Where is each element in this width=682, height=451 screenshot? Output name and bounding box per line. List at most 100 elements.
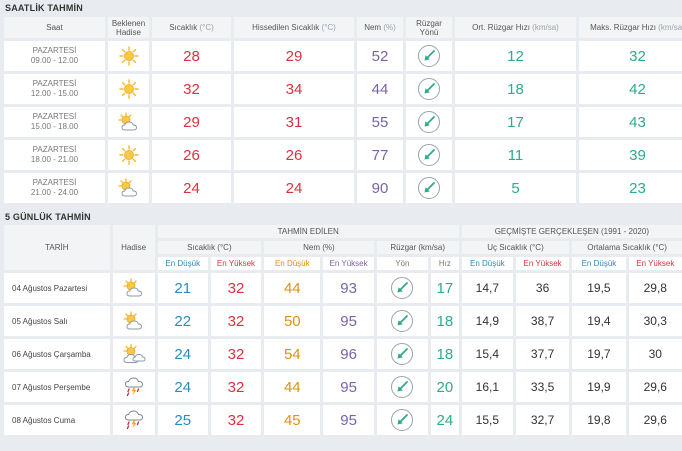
hourly-humidity: 90 (357, 173, 403, 203)
hourly-max-wind: 42 (579, 74, 682, 104)
sun-icon (108, 45, 149, 67)
hourly-feels: 29 (234, 41, 354, 71)
hourly-time-range: 12.00 - 15.00 (30, 89, 79, 98)
daily-forecast-section: 5 GÜNLÜK TAHMİN TARİH Hadise TAHMİN EDİL… (0, 210, 682, 438)
daily-average-high: 30 (628, 339, 682, 369)
hourly-humidity: 55 (357, 107, 403, 137)
daily-wind-speed: 18 (430, 339, 459, 369)
sub-extreme-high: En Yüksek (515, 257, 570, 270)
daily-humidity-low: 44 (264, 372, 321, 402)
header-forecast: TAHMİN EDİLEN (157, 225, 459, 238)
header-daily-humidity: Nem (%) (264, 241, 374, 254)
daily-section-title: 5 GÜNLÜK TAHMİN (5, 212, 91, 222)
header-max-wind: Maks. Rüzgar Hızı (km/sa) (579, 17, 682, 38)
daily-wind-dir-cell (376, 306, 428, 336)
daily-humidity-low: 44 (264, 273, 321, 303)
header-time: Saat (4, 17, 105, 38)
daily-event-cell (112, 405, 155, 435)
header-wind-dir: Rüzgar Yönü (406, 17, 452, 38)
sub-average-low: En Düşük (572, 257, 626, 270)
daily-humidity-high: 95 (323, 306, 374, 336)
hourly-temp: 24 (152, 173, 231, 203)
wind-direction-arrow-icon (391, 310, 414, 332)
partly-cloudy-icon (113, 277, 155, 299)
partly-cloudy-icon (108, 111, 149, 133)
hourly-section-title: SAATLİK TAHMİN (5, 3, 83, 13)
sub-temp-low: En Düşük (157, 257, 208, 270)
daily-event-cell (112, 306, 155, 336)
hourly-max-wind: 39 (579, 140, 682, 170)
hourly-event-cell (108, 41, 149, 71)
daily-temp-high: 32 (210, 372, 262, 402)
daily-temp-low: 21 (157, 273, 208, 303)
sub-humidity-high: En Yüksek (323, 257, 374, 270)
daily-extreme-high: 33,5 (515, 372, 570, 402)
hourly-wind-dir-cell (406, 74, 452, 104)
hourly-humidity: 44 (357, 74, 403, 104)
daily-average-high: 30,3 (628, 306, 682, 336)
hourly-humidity: 77 (357, 140, 403, 170)
wind-direction-arrow-icon (391, 409, 414, 431)
daily-extreme-high: 36 (515, 273, 570, 303)
daily-date: 08 Ağustos Cuma (4, 405, 110, 435)
sub-humidity-low: En Düşük (264, 257, 321, 270)
daily-forecast-table: TARİH Hadise TAHMİN EDİLEN GEÇMİŞTE GERÇ… (1, 222, 682, 438)
header-humidity: Nem (%) (357, 17, 403, 38)
daily-event-cell (112, 273, 155, 303)
sun-icon (108, 144, 149, 166)
daily-extreme-low: 14,9 (461, 306, 513, 336)
daily-average-low: 19,5 (572, 273, 626, 303)
hourly-row: PAZARTESİ 12.00 - 15.00 32 34 44 18 42 (4, 74, 682, 104)
sub-extreme-low: En Düşük (461, 257, 513, 270)
daily-wind-dir-cell (376, 273, 428, 303)
header-daily-event: Hadise (112, 225, 155, 270)
header-extreme-temp: Uç Sıcaklık (°C) (461, 241, 570, 254)
daily-extreme-low: 14,7 (461, 273, 513, 303)
hourly-avg-wind: 12 (455, 41, 576, 71)
hourly-event-cell (108, 107, 149, 137)
daily-date: 04 Ağustos Pazartesi (4, 273, 110, 303)
header-history: GEÇMİŞTE GERÇEKLEŞEN (1991 - 2020) (461, 225, 682, 238)
hourly-feels: 31 (234, 107, 354, 137)
daily-temp-low: 24 (157, 372, 208, 402)
hourly-wind-dir-cell (406, 173, 452, 203)
daily-humidity-high: 95 (323, 372, 374, 402)
hourly-humidity: 52 (357, 41, 403, 71)
hourly-feels: 34 (234, 74, 354, 104)
daily-event-cell (112, 372, 155, 402)
daily-temp-high: 32 (210, 306, 262, 336)
header-daily-temp: Sıcaklık (°C) (157, 241, 262, 254)
hourly-time-cell: PAZARTESİ 12.00 - 15.00 (4, 74, 105, 104)
daily-row: 04 Ağustos Pazartesi 21 32 44 93 17 14,7 36 19,5… (4, 273, 682, 303)
daily-wind-speed: 20 (430, 372, 459, 402)
daily-date: 05 Ağustos Salı (4, 306, 110, 336)
hourly-wind-dir-cell (406, 41, 452, 71)
daily-row: 08 Ağustos Cuma 25 32 45 95 24 15,5 32,7 19,8 29,… (4, 405, 682, 435)
daily-extreme-low: 15,5 (461, 405, 513, 435)
daily-extreme-low: 16,1 (461, 372, 513, 402)
daily-extreme-high: 37,7 (515, 339, 570, 369)
sub-average-high: En Yüksek (628, 257, 682, 270)
daily-temp-low: 24 (157, 339, 208, 369)
daily-average-low: 19,4 (572, 306, 626, 336)
hourly-max-wind: 32 (579, 41, 682, 71)
hourly-temp: 26 (152, 140, 231, 170)
cloudy-sun-icon (113, 343, 155, 365)
header-feels: Hissedilen Sıcaklık (°C) (234, 17, 354, 38)
hourly-event-cell (108, 74, 149, 104)
daily-wind-dir-cell (376, 372, 428, 402)
hourly-day: PAZARTESİ (32, 178, 77, 187)
daily-humidity-low: 50 (264, 306, 321, 336)
hourly-day: PAZARTESİ (32, 79, 77, 88)
wind-direction-arrow-icon (391, 343, 414, 365)
daily-row: 05 Ağustos Salı 22 32 50 95 18 14,9 38,7 19,4 30,… (4, 306, 682, 336)
daily-temp-high: 32 (210, 405, 262, 435)
hourly-time-range: 21.00 - 24.00 (30, 188, 79, 197)
header-daily-wind: Rüzgar (km/sa) (376, 241, 459, 254)
daily-average-low: 19,9 (572, 372, 626, 402)
hourly-time-cell: PAZARTESİ 18.00 - 21.00 (4, 140, 105, 170)
hourly-wind-dir-cell (406, 107, 452, 137)
wind-direction-arrow-icon (418, 111, 440, 133)
hourly-row: PAZARTESİ 21.00 - 24.00 24 24 90 5 23 (4, 173, 682, 203)
hourly-forecast-table: Saat Beklenen Hadise Sıcaklık (°C) Hissed… (1, 14, 682, 206)
